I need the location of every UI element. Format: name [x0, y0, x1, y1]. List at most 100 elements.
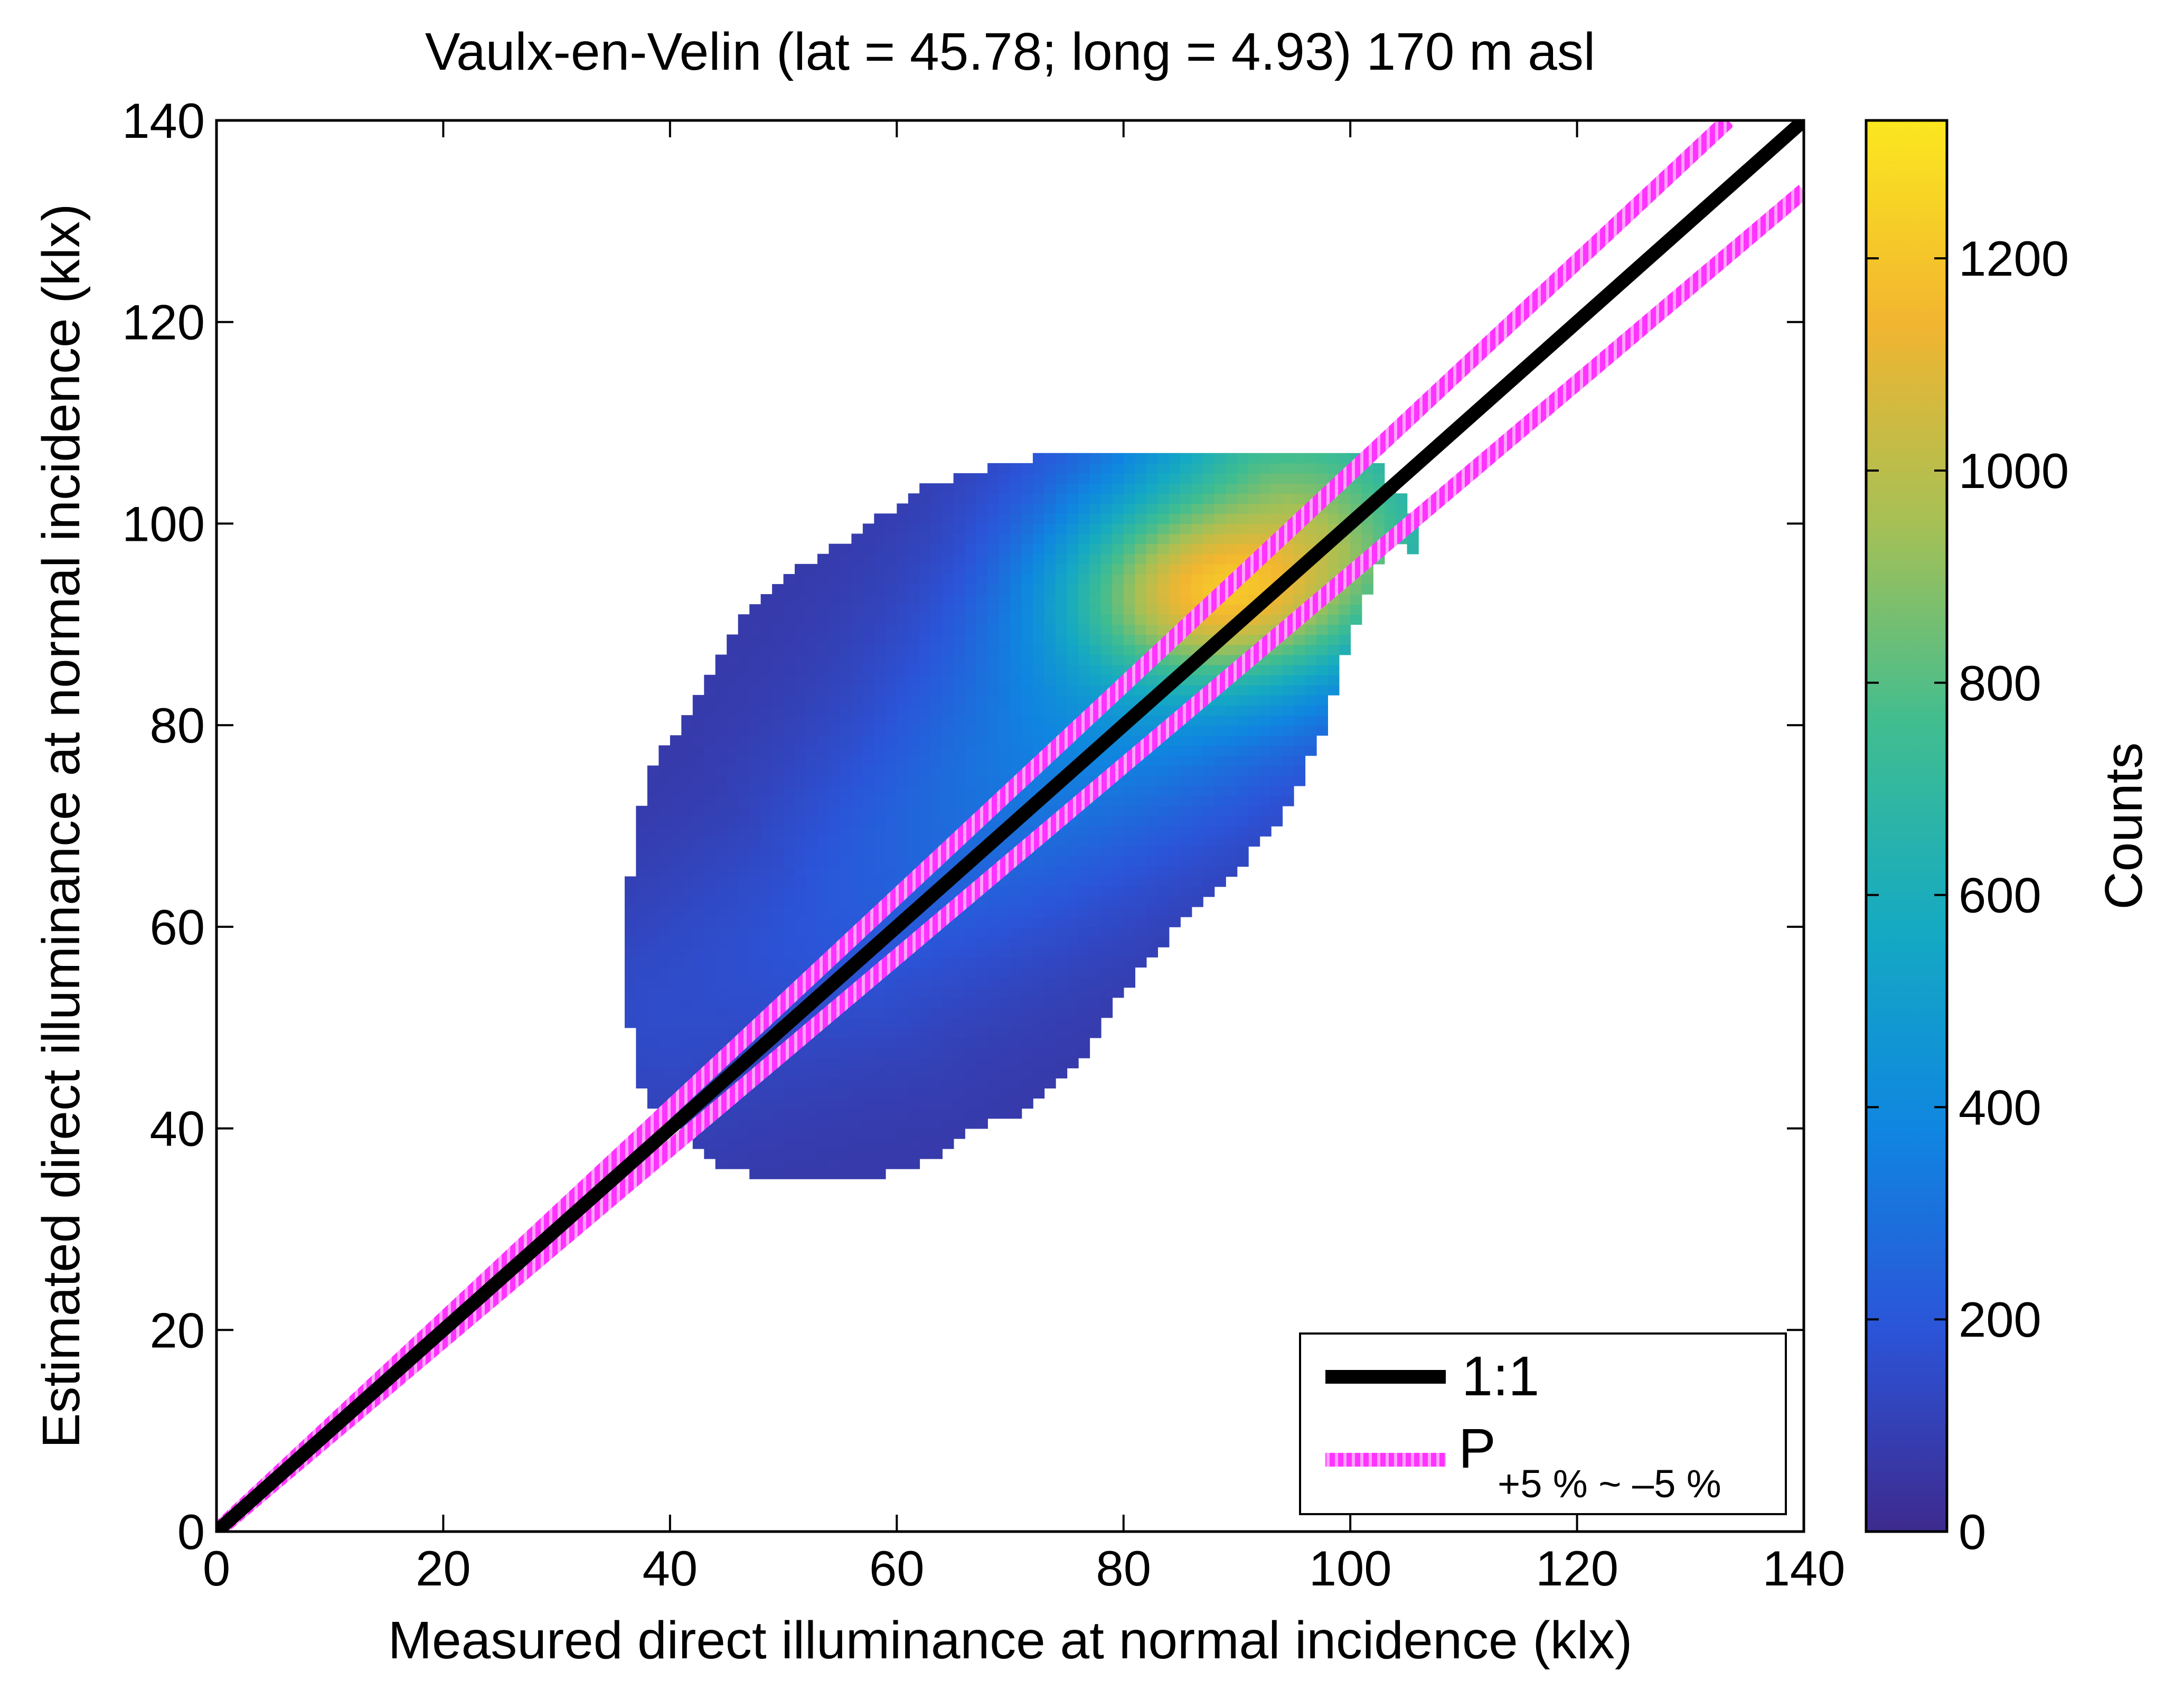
heatmap-cell — [1089, 674, 1102, 686]
heatmap-cell — [783, 957, 795, 968]
heatmap-cell — [1089, 453, 1102, 464]
heatmap-cell — [1157, 594, 1170, 605]
heatmap-cell — [795, 1148, 807, 1159]
heatmap-cell — [1146, 523, 1158, 534]
heatmap-cell — [953, 1047, 965, 1058]
heatmap-cell — [874, 634, 886, 645]
heatmap-cell — [704, 1148, 716, 1159]
heatmap-cell — [829, 1148, 841, 1159]
heatmap-cell — [1010, 614, 1022, 625]
heatmap-cell — [1226, 684, 1238, 696]
heatmap-cell — [999, 886, 1011, 897]
heatmap-cell — [1032, 735, 1045, 746]
heatmap-cell — [1248, 674, 1260, 686]
heatmap-cell — [919, 1058, 931, 1068]
heatmap-cell — [727, 715, 739, 726]
heatmap-cell — [727, 1017, 739, 1028]
heatmap-cell — [772, 926, 784, 937]
heatmap-cell — [1203, 805, 1215, 816]
heatmap-cell — [908, 977, 920, 988]
heatmap-cell — [829, 1068, 841, 1078]
heatmap-cell — [1044, 694, 1056, 706]
heatmap-cell — [862, 1078, 875, 1088]
heatmap-cell — [1373, 473, 1385, 484]
heatmap-cell — [1010, 1068, 1022, 1078]
heatmap-cell — [795, 654, 807, 665]
heatmap-cell — [908, 795, 920, 806]
heatmap-cell — [1293, 594, 1306, 605]
heatmap-cell — [1237, 453, 1249, 464]
heatmap-cell — [636, 846, 648, 857]
heatmap-cell — [840, 856, 852, 867]
heatmap-cell — [919, 745, 931, 756]
heatmap-cell — [1067, 705, 1079, 716]
heatmap-cell — [1135, 684, 1147, 696]
heatmap-cell — [1248, 684, 1260, 696]
heatmap-cell — [1044, 483, 1056, 494]
heatmap-cell — [1169, 513, 1181, 524]
heatmap-cell — [1055, 1047, 1068, 1058]
heatmap-cell — [1248, 453, 1260, 464]
heatmap-cell — [1350, 483, 1362, 494]
heatmap-cell — [965, 1027, 977, 1038]
heatmap-cell — [942, 684, 954, 696]
heatmap-cell — [817, 775, 830, 786]
heatmap-cell — [749, 1118, 761, 1129]
heatmap-cell — [999, 664, 1011, 675]
heatmap-cell — [647, 1068, 660, 1078]
heatmap-cell — [1226, 523, 1238, 534]
heatmap-cell — [885, 1007, 898, 1018]
heatmap-cell — [1078, 836, 1090, 847]
heatmap-cell — [795, 1108, 807, 1119]
heatmap-cell — [1203, 765, 1215, 776]
heatmap-cell — [1044, 674, 1056, 686]
heatmap-cell — [1044, 957, 1056, 968]
heatmap-cell — [987, 1078, 1000, 1088]
heatmap-cell — [1032, 1047, 1045, 1058]
heatmap-cell — [953, 916, 965, 927]
heatmap-cell — [1078, 886, 1090, 897]
heatmap-cell — [795, 795, 807, 806]
heatmap-cell — [1169, 765, 1181, 776]
heatmap-cell — [1135, 553, 1147, 565]
heatmap-cell — [874, 1037, 886, 1048]
heatmap-cell — [817, 614, 830, 625]
heatmap-cell — [1100, 957, 1113, 968]
heatmap-cell — [760, 775, 773, 786]
heatmap-cell — [681, 1058, 693, 1068]
heatmap-cell — [772, 896, 784, 907]
heatmap-cell — [1044, 947, 1056, 957]
heatmap-cell — [772, 694, 784, 706]
heatmap-cell — [783, 826, 795, 837]
heatmap-cell — [919, 977, 931, 988]
heatmap-cell — [851, 1168, 863, 1179]
heatmap-cell — [851, 543, 863, 555]
heatmap-cell — [795, 896, 807, 907]
heatmap-cell — [1169, 553, 1181, 565]
heatmap-cell — [862, 624, 875, 635]
heatmap-cell — [919, 574, 931, 585]
heatmap-cell — [647, 916, 660, 927]
heatmap-cell — [987, 705, 1000, 716]
heatmap-cell — [874, 735, 886, 746]
heatmap-cell — [681, 977, 693, 988]
heatmap-cell — [999, 584, 1011, 595]
heatmap-cell — [862, 745, 875, 756]
heatmap-cell — [829, 634, 841, 645]
y-tick-label: 140 — [122, 93, 205, 148]
heatmap-cell — [1123, 815, 1135, 827]
heatmap-cell — [772, 846, 784, 857]
heatmap-cell — [930, 1058, 943, 1068]
heatmap-cell — [987, 906, 1000, 917]
heatmap-cell — [885, 664, 898, 675]
heatmap-cell — [930, 715, 943, 726]
heatmap-cell — [919, 694, 931, 706]
heatmap-cell — [783, 765, 795, 776]
heatmap-cell — [1123, 523, 1135, 534]
heatmap-cell — [1135, 775, 1147, 786]
heatmap-cell — [715, 936, 727, 947]
heatmap-cell — [783, 705, 795, 716]
heatmap-cell — [715, 896, 727, 907]
heatmap-cell — [625, 997, 637, 1008]
heatmap-cell — [1078, 916, 1090, 927]
